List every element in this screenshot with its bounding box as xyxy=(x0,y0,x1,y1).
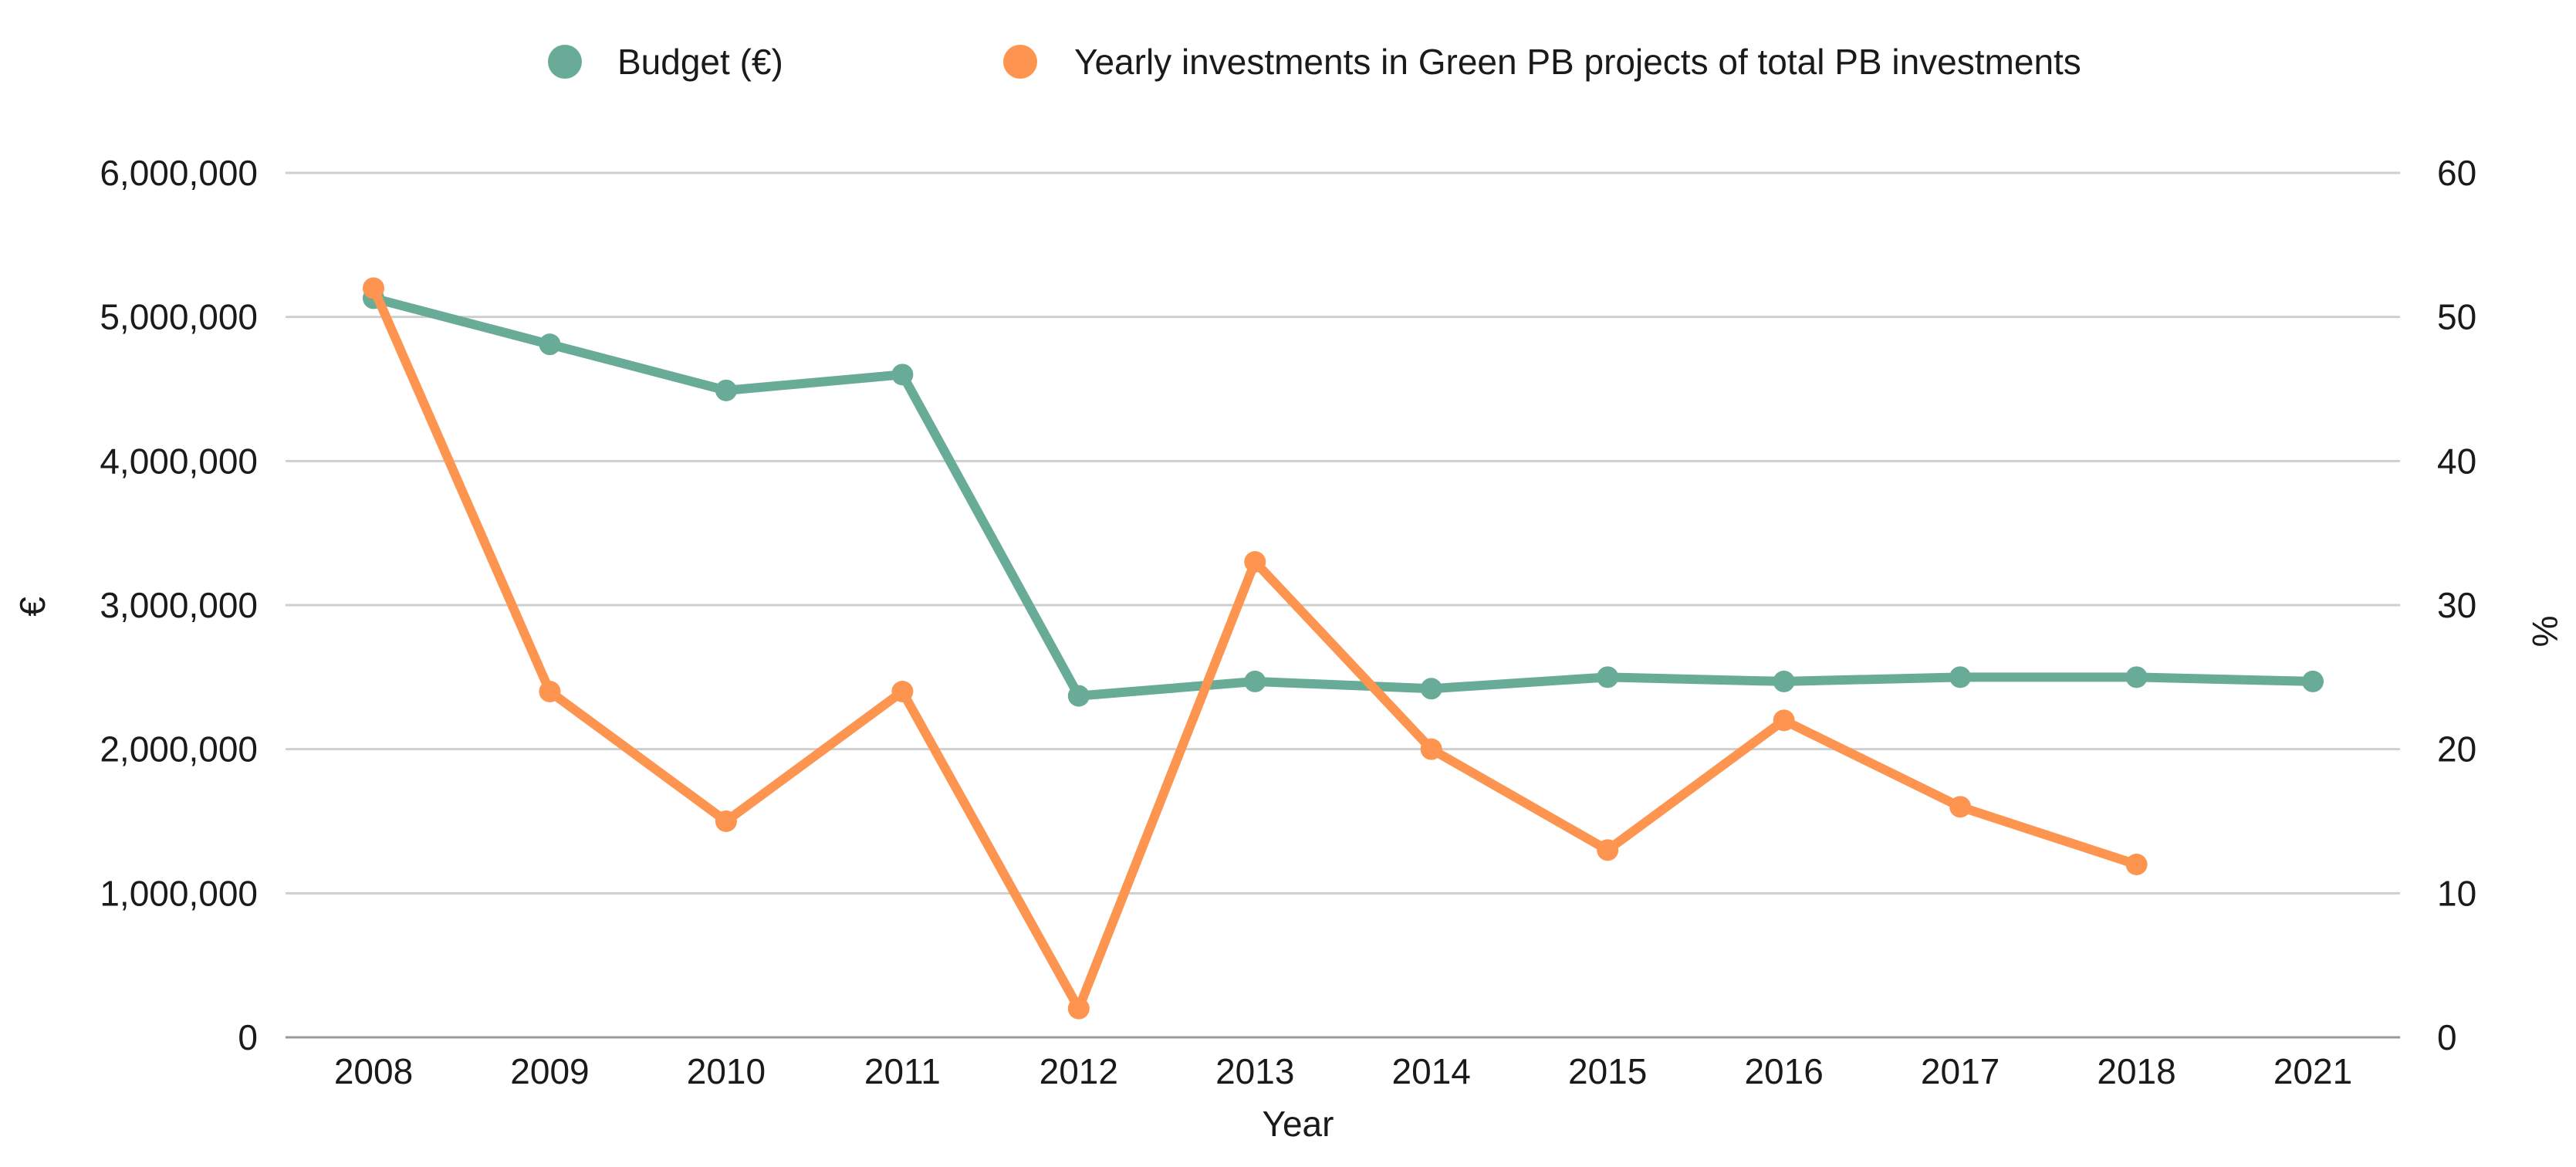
series-2-point xyxy=(891,681,914,702)
series-2-point xyxy=(715,810,737,832)
legend-item-1: Budget (€) xyxy=(548,42,783,82)
y-axis-title: € xyxy=(12,597,52,617)
y2-tick-label: 30 xyxy=(2437,585,2476,625)
legend-label: Yearly investments in Green PB projects … xyxy=(1074,42,2081,82)
y-tick-label: 5,000,000 xyxy=(100,297,258,337)
y-tick-label: 4,000,000 xyxy=(100,441,258,481)
right-axis-ticks: 0 10 20 30 40 50 60 xyxy=(2437,153,2476,1057)
y2-tick-label: 60 xyxy=(2437,153,2476,193)
y-tick-label: 6,000,000 xyxy=(100,153,258,193)
x-tick-label: 2013 xyxy=(1215,1051,1294,1091)
y2-tick-label: 20 xyxy=(2437,729,2476,770)
x-tick-label: 2016 xyxy=(1744,1051,1823,1091)
series-2-point xyxy=(1067,997,1090,1020)
series-2-point xyxy=(539,681,561,702)
x-tick-label: 2011 xyxy=(864,1051,941,1091)
y-tick-label: 2,000,000 xyxy=(100,729,258,770)
legend-item-2: Yearly investments in Green PB projects … xyxy=(1003,42,2081,82)
y-tick-label: 3,000,000 xyxy=(100,585,258,625)
y-tick-label: 0 xyxy=(238,1017,258,1057)
legend-label: Budget (€) xyxy=(617,42,783,82)
x-tick-label: 2012 xyxy=(1040,1051,1118,1091)
x-tick-label: 2018 xyxy=(2097,1051,2175,1091)
y-tick-label: 1,000,000 xyxy=(100,873,258,913)
series-2 xyxy=(363,277,2148,1020)
series-1 xyxy=(363,287,2324,707)
y2-axis-title: % xyxy=(2525,616,2565,648)
x-axis-title: Year xyxy=(1263,1104,1334,1144)
y2-tick-label: 50 xyxy=(2437,297,2476,337)
series-1-point xyxy=(715,379,737,401)
x-tick-label: 2021 xyxy=(2273,1051,2352,1091)
x-axis-ticks: 2008 2009 2010 2011 2012 2013 2014 2015 2016 2017… xyxy=(334,1051,2352,1091)
series-1-point xyxy=(2302,670,2324,692)
series-1-point xyxy=(1949,666,1972,688)
series-2-point xyxy=(2125,854,2148,875)
series-1-line xyxy=(369,293,2317,701)
x-tick-label: 2014 xyxy=(1392,1051,1471,1091)
y2-tick-label: 40 xyxy=(2437,441,2476,481)
x-tick-label: 2017 xyxy=(1921,1051,2000,1091)
series-1-point xyxy=(1597,666,1619,688)
series-2-point xyxy=(1597,839,1619,861)
left-axis-ticks: 0 1,000,000 2,000,000 3,000,000 4,000,000 5,0… xyxy=(100,153,258,1057)
series-1-point xyxy=(1067,685,1090,707)
series-2-point xyxy=(1420,738,1442,760)
x-tick-label: 2010 xyxy=(687,1051,766,1091)
series-1-point xyxy=(2125,666,2148,688)
x-tick-label: 2009 xyxy=(510,1051,589,1091)
series-2-point xyxy=(1949,796,1972,818)
series-2-line xyxy=(369,283,2142,1013)
y2-tick-label: 0 xyxy=(2437,1017,2457,1057)
y2-tick-label: 10 xyxy=(2437,873,2476,913)
legend: Budget (€) Yearly investments in Green PB… xyxy=(548,42,2081,82)
series-1-point xyxy=(891,364,914,386)
series-1-point xyxy=(1244,670,1266,692)
series-1-point xyxy=(1420,678,1442,700)
legend-marker xyxy=(548,45,582,79)
series-1-point xyxy=(539,333,561,356)
series xyxy=(363,277,2324,1020)
series-1-point xyxy=(1773,670,1795,692)
series-2-point xyxy=(1773,709,1795,732)
series-2-point xyxy=(363,277,384,299)
series-2-point xyxy=(1244,551,1266,573)
legend-marker xyxy=(1003,45,1037,79)
gridlines xyxy=(286,171,2400,1039)
x-tick-label: 2015 xyxy=(1568,1051,1647,1091)
x-tick-label: 2008 xyxy=(334,1051,413,1091)
